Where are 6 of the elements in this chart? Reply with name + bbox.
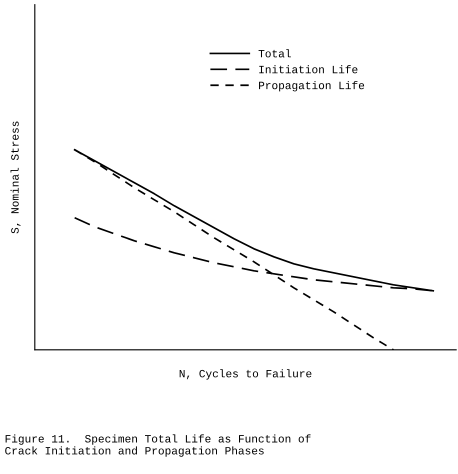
legend-label: Initiation Life bbox=[259, 65, 358, 74]
y-axis-title: S, Nominal Stress bbox=[10, 122, 21, 234]
legend-label: Total bbox=[258, 49, 291, 58]
legend-label: Propagation Life bbox=[259, 81, 364, 92]
caption: Figure 11. Specimen Total Life as Function of Crack Initiation and Propagation Phases bbox=[5, 434, 311, 457]
x-axis-title: N, Cycles to Failure bbox=[180, 369, 312, 380]
